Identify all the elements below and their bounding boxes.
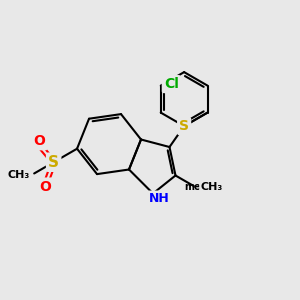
Text: methyl: methyl — [184, 182, 222, 193]
Text: S: S — [179, 119, 189, 133]
Text: CH₃: CH₃ — [200, 182, 223, 192]
Text: Cl: Cl — [164, 77, 179, 91]
Text: O: O — [34, 134, 46, 148]
Text: O: O — [40, 179, 51, 194]
Text: S: S — [48, 155, 59, 170]
Text: CH₃: CH₃ — [8, 170, 30, 180]
Text: NH: NH — [149, 192, 170, 206]
